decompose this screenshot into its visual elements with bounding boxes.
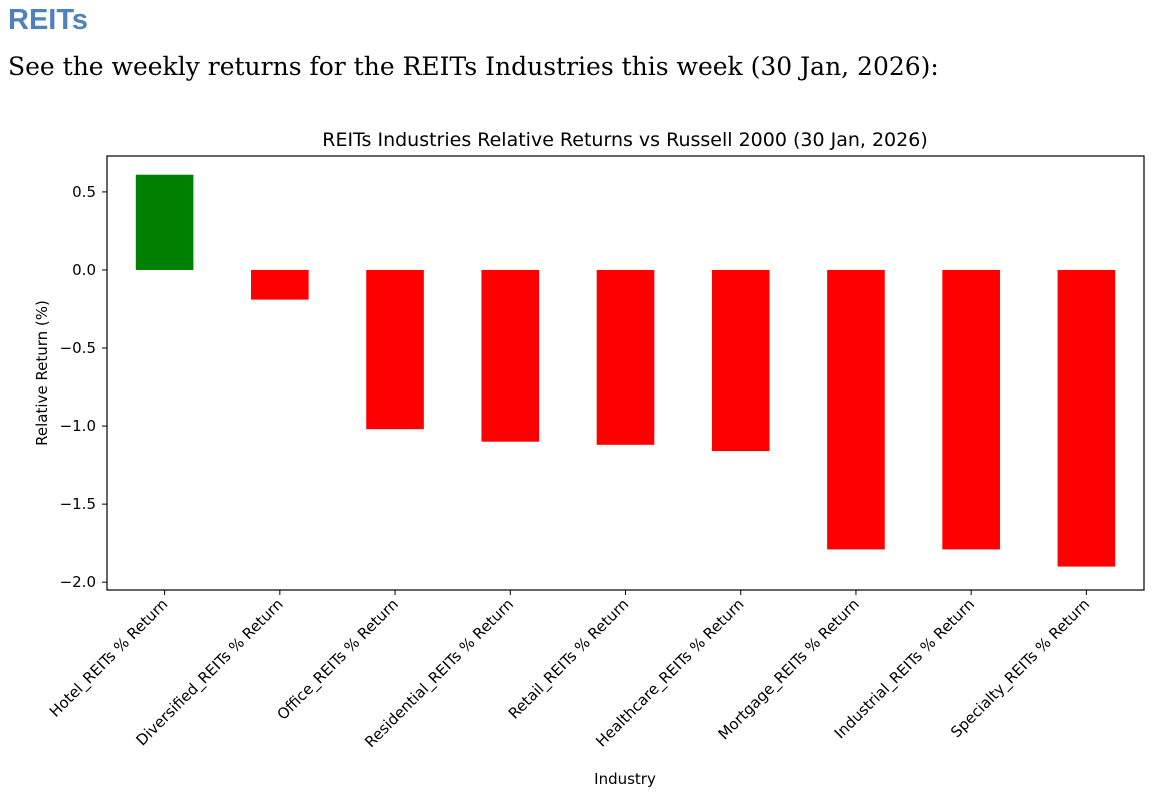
bar-office-reits-return [366, 269, 424, 430]
y-tick-label: 0.5 [72, 183, 96, 201]
y-tick-label: −0.5 [60, 339, 96, 357]
y-axis-label: Relative Return (%) [33, 300, 51, 446]
bar-healthcare-reits-return [711, 269, 770, 452]
plot-frame [106, 155, 1145, 591]
y-tick-label: 0.0 [72, 261, 96, 279]
section-heading: REITs [8, 4, 89, 36]
section-description: See the weekly returns for the REITs Ind… [8, 52, 939, 81]
bar-diversified-reits-return [251, 269, 309, 300]
bar-industrial-reits-return [942, 269, 1000, 550]
bar-hotel-reits-return [135, 174, 194, 270]
bar-retail-reits-return [596, 269, 655, 445]
bar-residential-reits-return [481, 269, 540, 442]
bar-specialty-reits-return [1057, 269, 1116, 567]
x-tick-label: Hotel_REITs % Return [46, 595, 172, 721]
y-tick-label: −1.5 [60, 495, 96, 513]
chart-title: REITs Industries Relative Returns vs Rus… [322, 129, 928, 151]
bar-mortgage-reits-return [827, 269, 885, 550]
x-tick-label: Office_REITs % Return [273, 595, 402, 724]
y-tick-label: −1.0 [60, 417, 96, 435]
x-tick-label: Specialty_REITs % Return [947, 595, 1094, 742]
x-axis-label: Industry [594, 770, 656, 788]
x-tick-label: Retail_REITs % Return [505, 595, 633, 723]
y-tick-label: −2.0 [60, 573, 96, 591]
